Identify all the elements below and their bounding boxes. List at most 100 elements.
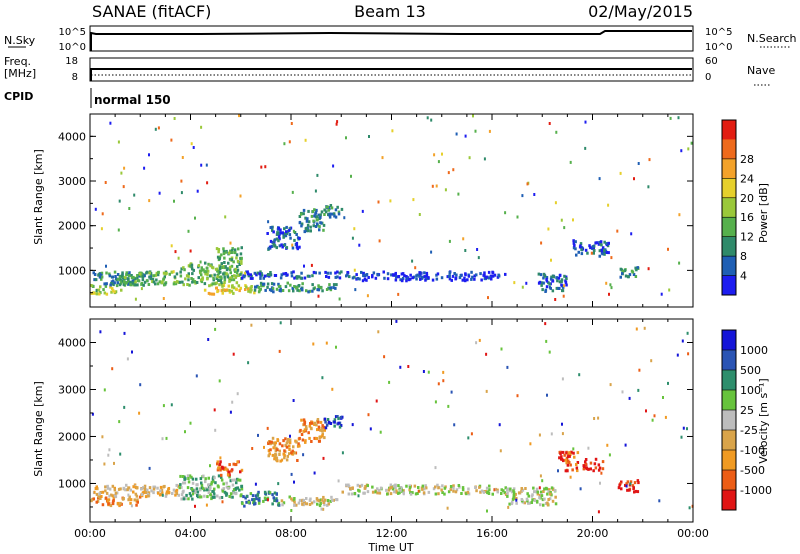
echo-cell xyxy=(619,267,623,271)
echo-cell xyxy=(312,224,315,228)
echo-cell xyxy=(431,184,434,188)
echo-cell xyxy=(230,256,234,260)
echo-cell xyxy=(385,488,388,492)
echo-cell xyxy=(572,218,574,222)
echo-cell xyxy=(260,284,263,288)
echo-cell xyxy=(224,215,227,219)
echo-cell xyxy=(290,122,293,125)
echo-cell xyxy=(531,498,534,502)
echo-cell xyxy=(292,399,295,402)
echo-cell xyxy=(458,276,462,280)
echo-cell xyxy=(566,455,570,459)
echo-cell xyxy=(427,370,430,374)
echo-cell xyxy=(220,478,224,482)
freq-trace xyxy=(90,68,692,81)
echo-cell xyxy=(302,418,306,422)
echo-cell xyxy=(235,281,239,285)
echo-cell xyxy=(337,210,341,214)
echo-cell xyxy=(440,276,444,280)
echo-cell xyxy=(528,501,531,505)
echo-cell xyxy=(560,283,563,287)
echo-cell xyxy=(597,463,601,467)
echo-cell xyxy=(323,498,327,502)
echo-cell xyxy=(167,491,171,495)
echo-cell xyxy=(152,491,155,495)
echo-cell xyxy=(416,492,419,495)
echo-cell xyxy=(629,482,632,486)
echo-cell xyxy=(288,448,291,451)
echo-cell xyxy=(500,347,503,351)
velocity-scatter-layer xyxy=(90,319,694,514)
echo-cell xyxy=(152,487,156,491)
echo-cell xyxy=(110,280,114,284)
echo-cell xyxy=(207,262,210,266)
echo-cell xyxy=(565,277,568,281)
echo-cell xyxy=(94,207,97,211)
echo-cell xyxy=(658,499,661,503)
echo-cell xyxy=(219,456,222,460)
echo-cell xyxy=(220,289,224,293)
echo-cell xyxy=(320,507,323,511)
echo-cell xyxy=(558,456,561,460)
echo-cell xyxy=(161,493,164,497)
echo-cell xyxy=(256,271,259,275)
echo-cell xyxy=(377,488,381,492)
echo-cell xyxy=(146,488,149,492)
echo-cell xyxy=(308,274,311,278)
echo-cell xyxy=(302,499,305,502)
echo-cell xyxy=(317,427,320,431)
velocity-frame xyxy=(89,318,694,523)
echo-cell xyxy=(358,243,361,247)
echo-cell xyxy=(434,485,437,489)
echo-cell xyxy=(127,486,130,490)
echo-cell xyxy=(221,465,224,469)
echo-cell xyxy=(584,120,587,124)
colorbar-swatch xyxy=(722,370,736,391)
echo-cell xyxy=(220,253,223,257)
echo-cell xyxy=(575,466,579,470)
echo-cell xyxy=(253,502,256,506)
echo-cell xyxy=(239,272,242,276)
echo-cell xyxy=(366,484,369,488)
echo-cell xyxy=(184,497,187,501)
echo-cell xyxy=(599,240,603,244)
echo-cell xyxy=(209,274,212,278)
echo-cell xyxy=(243,271,246,275)
echo-cell xyxy=(234,251,237,255)
echo-cell xyxy=(356,277,360,280)
echo-cell xyxy=(548,488,551,492)
echo-cell xyxy=(216,484,220,488)
echo-cell xyxy=(195,477,198,481)
echo-cell xyxy=(632,486,635,490)
echo-cell xyxy=(409,273,412,277)
echo-cell xyxy=(618,483,621,487)
echo-cell xyxy=(105,264,107,268)
echo-cell xyxy=(182,283,185,287)
echo-cell xyxy=(196,494,199,497)
echo-cell xyxy=(307,290,310,294)
echo-cell xyxy=(94,278,98,282)
echo-cell xyxy=(605,242,608,246)
echo-cell xyxy=(266,285,269,289)
echo-cell xyxy=(427,276,430,280)
echo-cell xyxy=(680,435,683,439)
echo-cell xyxy=(339,424,343,427)
echo-cell xyxy=(447,404,450,408)
echo-cell xyxy=(544,502,548,505)
echo-cell xyxy=(340,270,343,274)
echo-cell xyxy=(544,486,548,490)
echo-cell xyxy=(303,230,306,234)
echo-cell xyxy=(317,425,321,429)
echo-cell xyxy=(267,490,271,494)
echo-cell xyxy=(545,285,549,289)
echo-cell xyxy=(389,492,393,496)
echo-cell xyxy=(254,502,257,506)
x-tick-label: 16:00 xyxy=(476,527,508,540)
echo-cell xyxy=(125,273,128,277)
echo-cell xyxy=(103,388,106,392)
echo-cell xyxy=(326,418,330,421)
echo-cell xyxy=(205,163,208,167)
echo-cell xyxy=(299,212,303,216)
echo-cell xyxy=(120,288,123,292)
echo-cell xyxy=(229,249,232,253)
